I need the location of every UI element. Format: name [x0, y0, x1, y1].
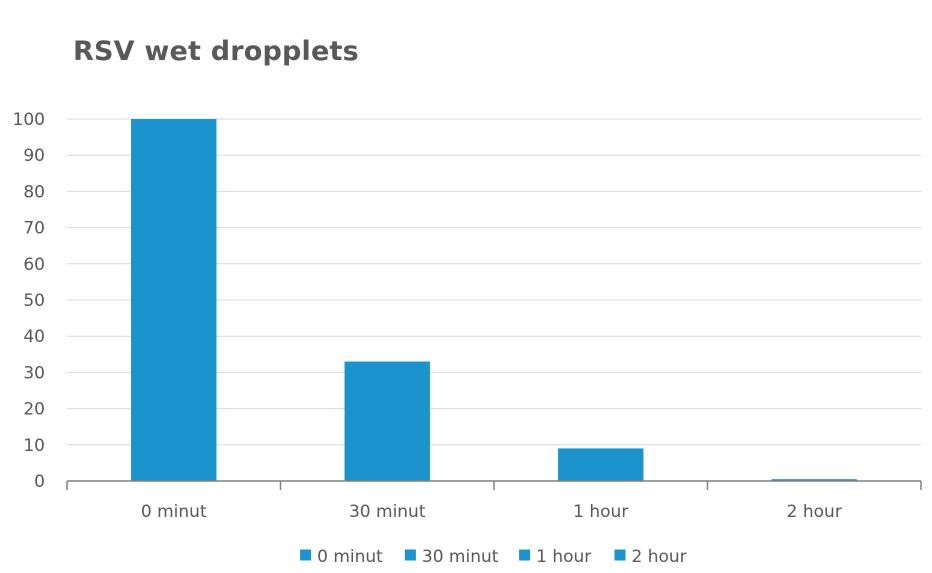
legend-swatch — [519, 549, 531, 561]
legend-label: 2 hour — [632, 547, 687, 567]
y-tick-label: 40 — [23, 327, 45, 347]
legend-label: 30 minut — [422, 547, 499, 567]
x-tick-label: 2 hour — [787, 502, 842, 522]
bars — [131, 119, 857, 481]
x-axis-tick-labels: 0 minut 30 minut 1 hour 2 hour — [141, 502, 842, 522]
x-tick-label: 0 minut — [141, 502, 207, 522]
y-tick-label: 30 — [23, 363, 45, 383]
bar-2-hour — [771, 479, 857, 481]
legend-swatch — [614, 549, 626, 561]
y-tick-label: 20 — [23, 400, 45, 420]
bar-0-minut — [131, 119, 217, 481]
legend-item: 1 hour — [519, 547, 591, 567]
legend-item: 0 minut — [300, 547, 383, 567]
x-tick-label: 1 hour — [573, 502, 628, 522]
y-tick-label: 60 — [23, 255, 45, 275]
y-tick-label: 90 — [23, 146, 45, 166]
legend-swatch — [404, 549, 416, 561]
y-tick-label: 10 — [23, 436, 45, 456]
y-tick-label: 0 — [34, 472, 45, 492]
legend-label: 1 hour — [536, 547, 591, 567]
y-axis-tick-labels: 0 10 20 30 40 50 60 70 80 90 100 — [13, 110, 45, 492]
legend-item: 30 minut — [404, 547, 499, 567]
legend-item: 2 hour — [614, 547, 687, 567]
legend-label: 0 minut — [317, 547, 383, 567]
y-tick-label: 50 — [23, 291, 45, 311]
y-tick-label: 100 — [13, 110, 45, 130]
y-tick-label: 80 — [23, 182, 45, 202]
bar-1-hour — [558, 448, 644, 481]
bar-30-minut — [344, 361, 430, 481]
legend: 0 minut 30 minut 1 hour 2 hour — [300, 547, 687, 567]
legend-swatch — [300, 549, 312, 561]
x-tick-label: 30 minut — [349, 502, 426, 522]
y-tick-label: 70 — [23, 219, 45, 239]
chart-title: RSV wet dropplets — [73, 36, 359, 67]
x-axis — [66, 480, 922, 490]
